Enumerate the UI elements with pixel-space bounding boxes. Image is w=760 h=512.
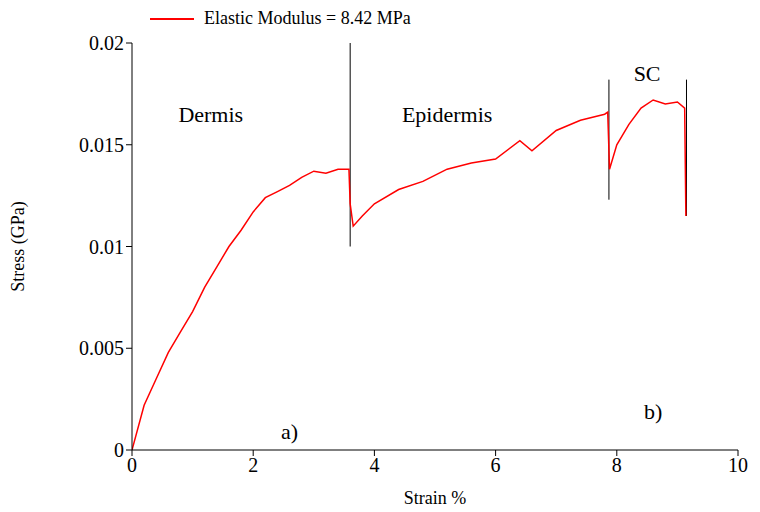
svg-text:0.005: 0.005: [79, 337, 124, 359]
svg-text:8: 8: [612, 454, 622, 476]
svg-text:a): a): [281, 419, 298, 444]
svg-text:Strain %: Strain %: [404, 488, 467, 508]
svg-text:0: 0: [127, 454, 137, 476]
svg-text:2: 2: [248, 454, 258, 476]
svg-text:6: 6: [491, 454, 501, 476]
html-text:Elastic Modulus = 8.42 MPa: Elastic Modulus = 8.42 MPa: [204, 8, 411, 28]
svg-text:Epidermis: Epidermis: [402, 102, 492, 127]
svg-text:10: 10: [728, 454, 748, 476]
svg-text:0.015: 0.015: [79, 134, 124, 156]
svg-text:SC: SC: [634, 61, 661, 86]
svg-text:0.02: 0.02: [89, 32, 124, 54]
svg-text:b): b): [644, 399, 662, 424]
svg-text:4: 4: [369, 454, 379, 476]
svg-text:Stress (GPa): Stress (GPa): [8, 201, 29, 292]
svg-text:Dermis: Dermis: [178, 102, 243, 127]
svg-text:0.01: 0.01: [89, 236, 124, 258]
svg-text:0: 0: [114, 439, 124, 461]
